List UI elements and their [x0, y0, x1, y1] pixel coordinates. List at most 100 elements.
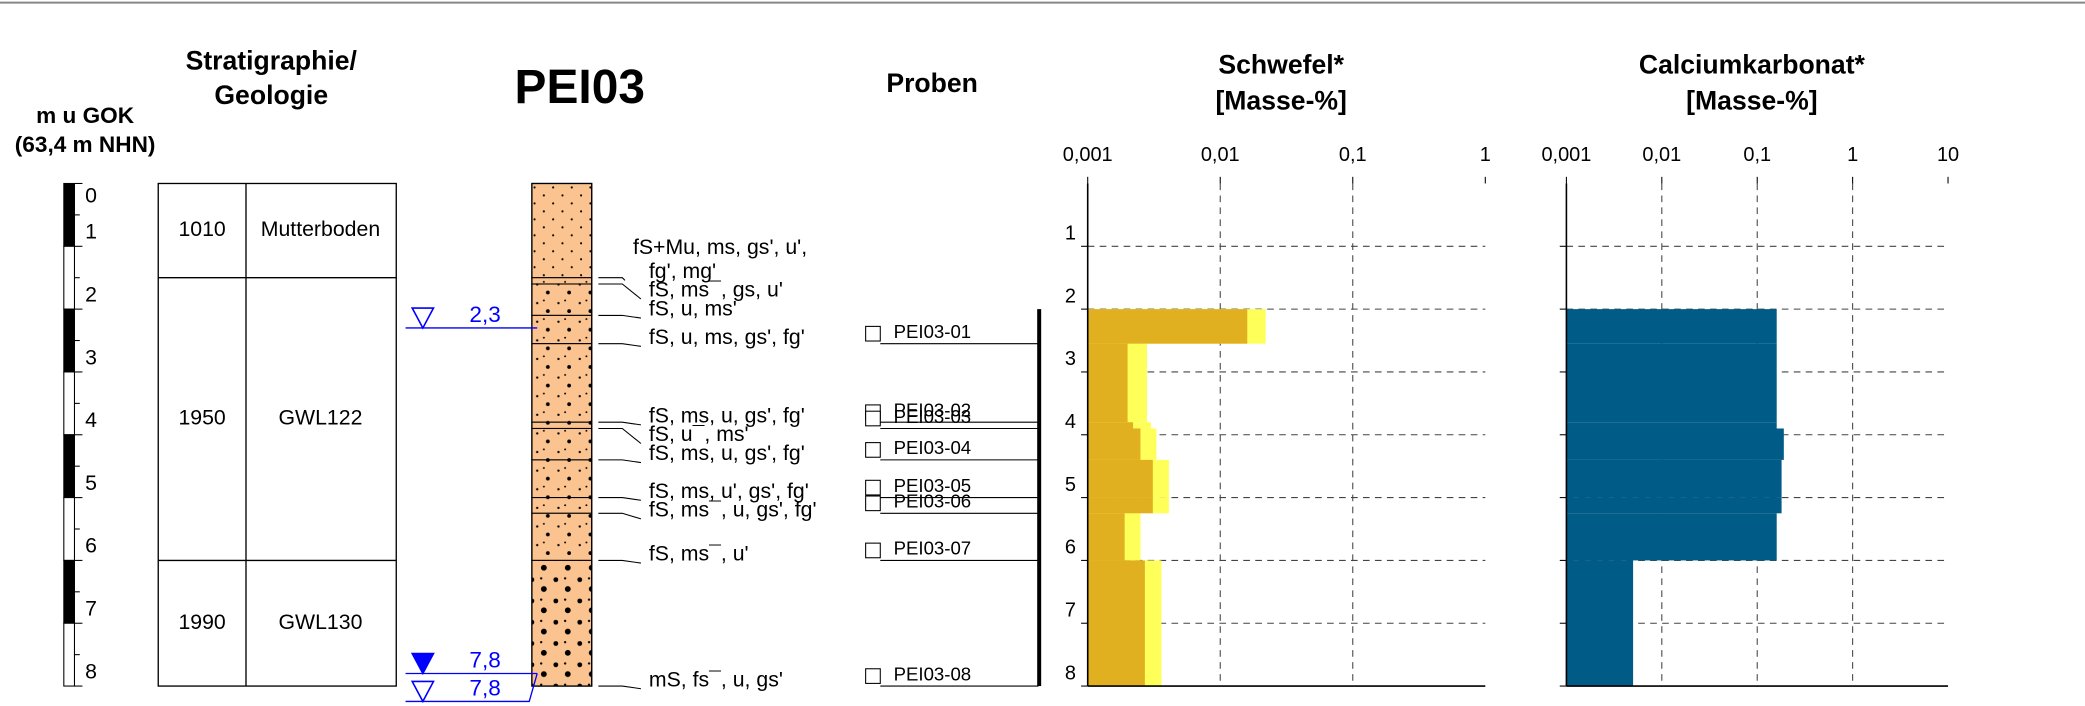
layer-pattern [531, 283, 592, 316]
layer-description: fS, u¯, ms' [649, 422, 749, 446]
sample-label: PEI03-03 [894, 406, 972, 427]
layer-description: fS, ms, u, gs', fg' [649, 441, 805, 465]
sample-label: PEI03-05 [894, 475, 972, 496]
column-frame [531, 182, 593, 687]
bar [1566, 428, 1784, 460]
sample-label: PEI03-02 [894, 399, 972, 420]
groundwater-label: 7,8 [469, 647, 500, 672]
ruler-segment [63, 497, 75, 561]
y-tick-label: 5 [1065, 474, 1076, 496]
layer-description: fS, u, ms, gs', fg' [649, 325, 805, 349]
layer-description: fS, ms, u', gs', fg' [649, 479, 809, 503]
ruler-label: 1 [85, 220, 97, 244]
x-tick-label: 0,01 [1642, 144, 1681, 166]
ruler-segment [63, 622, 75, 687]
y-tick-label: 3 [1065, 348, 1076, 370]
sample-box [865, 325, 881, 342]
layer-leader [598, 421, 641, 426]
layer-leader [598, 559, 641, 564]
layer-description: fS, ms¯, gs, u' [649, 278, 783, 302]
layer-leader [598, 427, 642, 444]
strat-code: 1010 [178, 217, 225, 241]
ruler-segment [63, 308, 75, 373]
bar [1087, 497, 1153, 514]
bar [1566, 513, 1777, 561]
ruler-label: 5 [85, 471, 97, 495]
layer-pattern [531, 497, 592, 514]
layer-pattern [531, 459, 592, 498]
strat-code: 1950 [178, 406, 225, 430]
layer-pattern [531, 343, 592, 423]
ruler-label: 0 [85, 183, 97, 207]
x-tick-label: 1 [1847, 144, 1858, 166]
groundwater-line [405, 673, 538, 703]
x-tick-label: 0,001 [1063, 144, 1113, 166]
bar [1566, 343, 1777, 423]
layer-pattern [531, 513, 592, 561]
chart-title: Schwefel* [1218, 50, 1344, 80]
strat-name: GWL130 [278, 610, 362, 634]
strat-frame [157, 182, 397, 687]
layer-leader [598, 459, 641, 464]
y-tick-label: 6 [1065, 537, 1076, 559]
layer-leader [598, 277, 626, 281]
sample-box [865, 479, 881, 496]
groundwater-marker [410, 680, 435, 704]
groundwater-label: 7,8 [469, 675, 500, 700]
ruler-label: 6 [85, 534, 97, 558]
depth-title: m u GOK [36, 103, 135, 128]
ruler-label: 2 [85, 282, 97, 306]
layer-leader [598, 283, 642, 300]
strat-title: Geologie [214, 80, 328, 110]
bar [1087, 513, 1125, 561]
layer-leader [598, 343, 641, 347]
groundwater-marker [410, 652, 435, 676]
layer-leader [598, 497, 641, 501]
sample-label: PEI03-04 [894, 437, 972, 458]
chart-title: Calciumkarbonat* [1639, 50, 1866, 80]
layer-pattern [531, 428, 592, 460]
chart-title: [Masse-%] [1686, 85, 1817, 115]
bar [1087, 459, 1153, 498]
bar [1566, 560, 1634, 687]
bar [1087, 428, 1141, 460]
layer-description: fS, ms¯, u, gs', fg' [649, 498, 817, 522]
layer-description: fS, ms¯, u' [649, 542, 749, 566]
y-tick-label: 1 [1065, 223, 1076, 245]
ruler-segment [63, 182, 75, 247]
sample-label: PEI03-01 [894, 321, 972, 342]
depth-title: (63,4 m NHN) [15, 132, 156, 157]
bar [1087, 343, 1128, 423]
layer-description: fS+Mu, ms, gs', u', [633, 235, 807, 259]
ruler-label: 8 [85, 659, 97, 683]
x-tick-label: 1 [1480, 144, 1491, 166]
bar [1566, 309, 1777, 344]
y-tick-label: 7 [1065, 600, 1076, 622]
bar [1566, 497, 1782, 514]
y-tick-label: 2 [1065, 285, 1076, 307]
layer-leader [598, 685, 641, 690]
sample-box [865, 495, 881, 512]
layer-description: fg', mg' [649, 259, 716, 283]
bar [1566, 422, 1777, 429]
sample-box [865, 442, 881, 458]
layer-leader [598, 512, 642, 520]
sample-label: PEI03-06 [894, 491, 972, 512]
strat-name: Mutterboden [261, 217, 380, 241]
layer-pattern [531, 560, 592, 687]
x-tick-label: 0,01 [1201, 144, 1240, 166]
sample-label: PEI03-08 [894, 663, 972, 684]
chart-title: [Masse-%] [1215, 85, 1346, 115]
strat-code: 1990 [178, 610, 225, 634]
bar [1087, 309, 1248, 344]
layer-pattern [531, 422, 592, 429]
x-tick-label: 0,1 [1339, 144, 1367, 166]
y-tick-label: 4 [1065, 411, 1076, 433]
x-tick-label: 0,1 [1743, 144, 1771, 166]
sample-box [865, 668, 881, 684]
ruler-label: 4 [85, 408, 97, 432]
x-tick-label: 0,001 [1541, 144, 1591, 166]
layer-leader [598, 314, 641, 319]
ruler-segment [63, 434, 75, 499]
strat-title: Stratigraphie/ [186, 46, 358, 76]
